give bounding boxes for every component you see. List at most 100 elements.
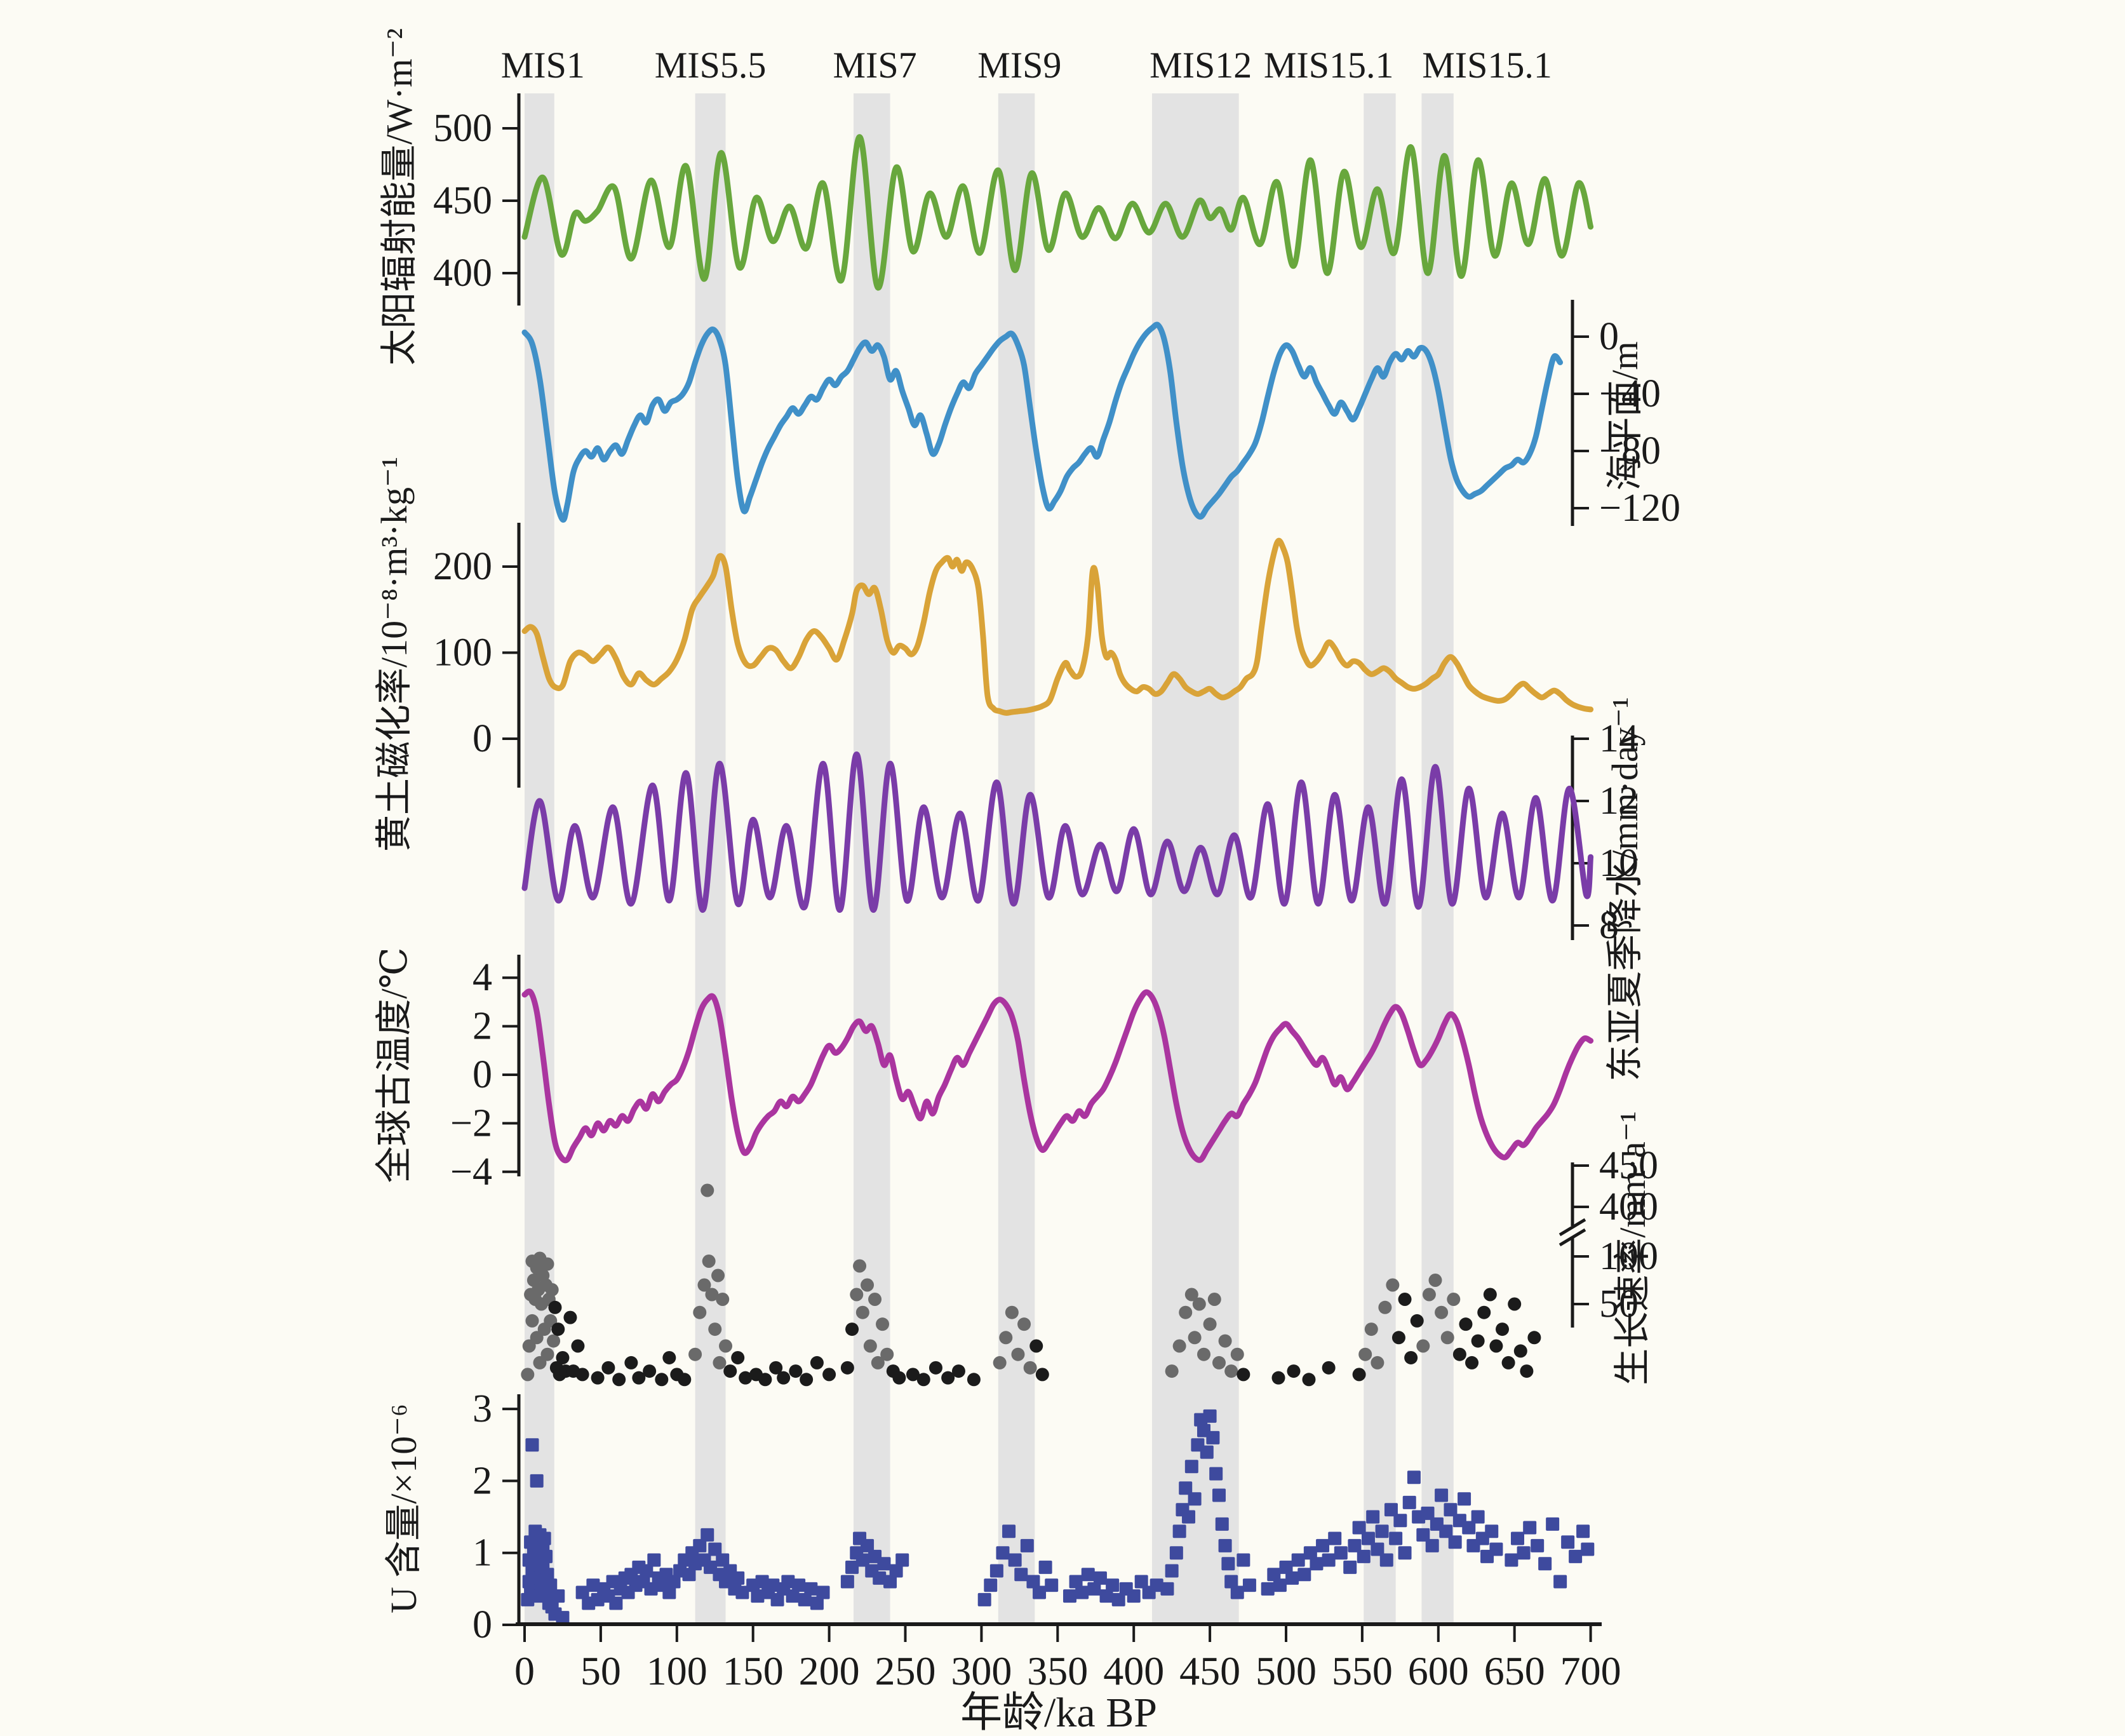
data-point <box>662 1350 676 1364</box>
data-point <box>777 1371 791 1385</box>
data-point <box>822 1368 836 1382</box>
panel-solar: 400 450 500 太阳辐射能量/W·m⁻² <box>379 28 1594 366</box>
data-point <box>810 1596 824 1610</box>
data-point <box>1422 1288 1436 1302</box>
mis-band-label: MIS7 <box>833 44 916 86</box>
data-point <box>731 1571 745 1585</box>
data-point <box>1531 1538 1545 1552</box>
data-point <box>640 1564 654 1578</box>
data-point <box>1062 1589 1076 1603</box>
data-point <box>716 1553 730 1567</box>
data-point <box>1230 1347 1244 1361</box>
data-point <box>1505 1553 1518 1567</box>
y-tick-label: 500 <box>433 107 492 150</box>
data-point <box>735 1585 749 1599</box>
series-sealevel-line <box>521 321 1564 523</box>
data-point <box>1212 1488 1226 1502</box>
data-point <box>662 1585 676 1599</box>
data-point <box>989 1564 1003 1578</box>
data-point <box>1267 1568 1281 1582</box>
data-point <box>1206 1430 1220 1444</box>
data-point <box>1297 1568 1311 1582</box>
data-point <box>840 1361 854 1375</box>
mis-band-label: MIS15.1 <box>1422 44 1552 86</box>
data-point <box>1087 1582 1101 1596</box>
data-point <box>624 1356 638 1369</box>
data-point <box>1546 1517 1560 1531</box>
x-tick-label: 550 <box>1332 1648 1393 1693</box>
data-point <box>967 1373 981 1387</box>
series-temperature-line <box>521 988 1594 1164</box>
x-tick-label: 0 <box>514 1648 535 1693</box>
data-point <box>1404 1350 1418 1364</box>
data-point <box>1302 1373 1316 1387</box>
data-point <box>1328 1531 1342 1545</box>
x-tick-label: 600 <box>1408 1648 1469 1693</box>
data-point <box>883 1575 897 1589</box>
data-point <box>711 1268 725 1282</box>
data-point <box>1017 1317 1031 1331</box>
data-point <box>1182 1510 1196 1524</box>
mis-band-label: MIS15.1 <box>1264 44 1394 86</box>
data-point <box>1523 1521 1537 1535</box>
mis-band-label: MIS9 <box>977 44 1061 86</box>
data-point <box>548 1300 562 1314</box>
y-axis-title: 生长速率/mm·a⁻¹ <box>1612 1111 1653 1385</box>
data-point <box>1517 1546 1531 1560</box>
data-point <box>667 1575 681 1589</box>
data-point <box>1221 1557 1235 1571</box>
data-point <box>1389 1531 1403 1545</box>
data-point <box>850 1288 864 1302</box>
x-tick-label: 450 <box>1179 1648 1240 1693</box>
data-point <box>701 1528 714 1542</box>
data-point <box>697 1278 711 1292</box>
series-precip-line <box>521 751 1594 913</box>
data-point <box>876 1317 890 1331</box>
y-tick-label: 400 <box>1599 1185 1658 1228</box>
data-point <box>1483 1288 1497 1302</box>
data-point <box>1439 1524 1453 1538</box>
data-point <box>643 1364 657 1378</box>
y-tick-label: −120 <box>1599 487 1680 530</box>
data-point <box>1435 1488 1449 1502</box>
data-point <box>551 1589 565 1603</box>
data-point <box>693 1305 707 1319</box>
data-point <box>1435 1305 1449 1319</box>
series-growth-points <box>521 1183 1541 1387</box>
data-point <box>1508 1297 1522 1311</box>
data-point <box>1160 1582 1174 1596</box>
data-point <box>895 1553 909 1567</box>
data-point <box>1165 1364 1179 1378</box>
data-point <box>804 1582 818 1596</box>
data-point <box>591 1371 605 1385</box>
data-point <box>1033 1585 1047 1599</box>
data-point <box>545 1283 559 1296</box>
mis-band <box>998 93 1035 1624</box>
data-point <box>1209 1467 1223 1481</box>
y-tick-label: 0 <box>473 1053 492 1096</box>
data-point <box>1188 1492 1202 1506</box>
data-point <box>755 1575 769 1589</box>
x-tick-label: 700 <box>1560 1648 1621 1693</box>
data-point <box>1352 1521 1366 1535</box>
data-point <box>1035 1368 1049 1382</box>
y-tick-label: 0 <box>473 717 492 760</box>
data-point <box>1134 1575 1148 1589</box>
x-axis: 0 50 100 150 200 250 300 350 400 450 500 550 600 650 7… <box>514 1622 1621 1736</box>
data-point <box>1448 1535 1462 1549</box>
data-point <box>678 1373 692 1387</box>
data-point <box>1291 1553 1305 1567</box>
data-point <box>612 1373 626 1387</box>
x-axis-title: 年龄/ka BP <box>960 1690 1157 1736</box>
data-point <box>863 1339 877 1353</box>
data-point <box>861 1278 875 1292</box>
y-tick-label: 0 <box>1599 315 1619 358</box>
data-point <box>1444 1503 1458 1517</box>
y-tick-label: 8 <box>1599 904 1619 947</box>
data-point <box>845 1322 859 1336</box>
x-tick-label: 500 <box>1256 1648 1317 1693</box>
data-point <box>1179 1305 1193 1319</box>
data-point <box>1322 1553 1336 1567</box>
y-tick-label: 1 <box>473 1531 492 1575</box>
